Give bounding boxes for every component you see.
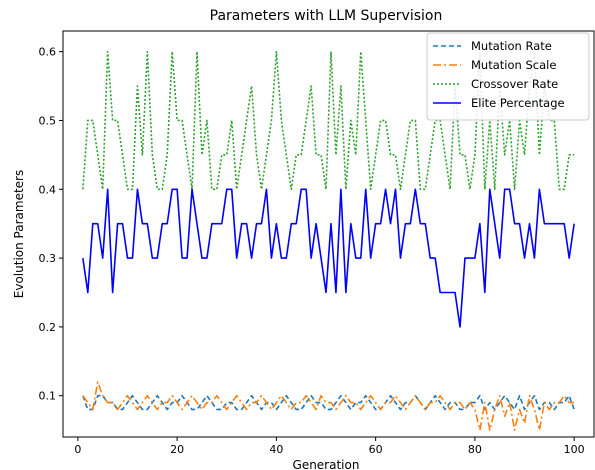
x-tick-label: 0: [74, 443, 81, 456]
series-line-mutation-rate: [82, 394, 575, 411]
legend-box: [426, 32, 590, 121]
y-tick-label: 0.3: [39, 252, 57, 265]
series-line-elite-percentage: [82, 188, 575, 328]
legend-label: Crossover Rate: [471, 77, 558, 91]
y-axis: 0.1 0.2 0.3 0.4 0.5 0.6: [39, 46, 63, 403]
x-tick-label: 100: [564, 443, 585, 456]
x-axis-label: Generation: [293, 458, 360, 470]
x-tick-label: 80: [468, 443, 482, 456]
y-tick-label: 0.1: [39, 390, 57, 403]
legend-label: Mutation Scale: [471, 58, 556, 72]
series-line-mutation-scale: [82, 381, 575, 431]
legend-label: Elite Percentage: [471, 96, 565, 110]
y-tick-label: 0.5: [39, 114, 57, 127]
series-line-crossover-rate: [82, 50, 575, 191]
chart-title: Parameters with LLM Supervision: [210, 8, 443, 24]
x-tick-label: 20: [170, 443, 184, 456]
y-tick-label: 0.6: [39, 46, 57, 59]
x-axis: 0 20 40 60 80 100: [74, 437, 585, 456]
y-tick-label: 0.4: [39, 183, 57, 196]
y-tick-label: 0.2: [39, 321, 57, 334]
plot-area: [62, 30, 595, 438]
x-tick-label: 40: [269, 443, 283, 456]
y-axis-label: Evolution Parameters: [12, 170, 26, 298]
series-lines: [82, 50, 575, 431]
legend-label: Mutation Rate: [471, 39, 552, 53]
x-tick-label: 60: [369, 443, 383, 456]
legend: Mutation Rate Mutation Scale Crossover Rat…: [426, 32, 590, 121]
